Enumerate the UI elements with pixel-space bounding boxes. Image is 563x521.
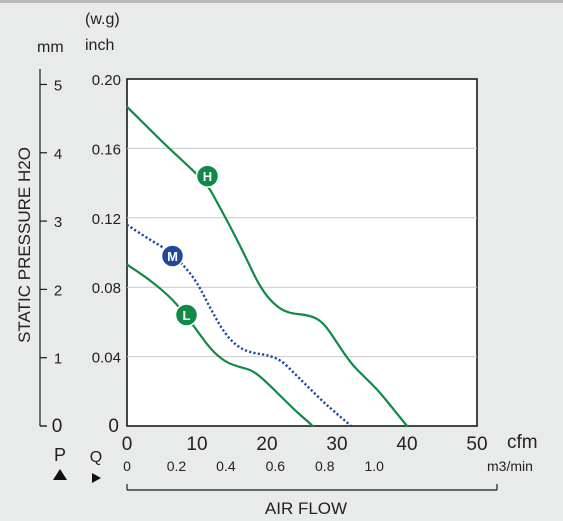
y-tick-label-mm: 0 <box>52 416 63 437</box>
grid-lines <box>127 147 477 358</box>
x-tick-label-cfm: 0 <box>122 434 133 455</box>
x-ticks-cfm: 0 10 20 30 40 50 <box>122 434 488 455</box>
y-tick-label-inch: 0 <box>108 416 119 437</box>
marker-h-badge <box>195 164 220 188</box>
x-unit-cfm: cfm <box>507 432 538 453</box>
y-tick-label-inch: 0.08 <box>92 280 121 297</box>
y-tick-label-mm: 3 <box>54 214 62 231</box>
y-unit-mm: mm <box>37 39 64 56</box>
y-unit-inch: inch <box>85 37 114 54</box>
x-ticks-m3min: 0 0.2 0.4 0.6 0.8 1.0 <box>123 458 384 474</box>
x-tick-label-m3min: 0.2 <box>167 458 187 474</box>
y-tick-label-mm: 4 <box>54 146 62 163</box>
x-tick-label-m3min: 0 <box>123 458 131 474</box>
pressure-arrow-icon <box>53 469 67 480</box>
curve-markers: H M L <box>160 164 220 327</box>
marker-h-label: H <box>203 169 212 184</box>
x-axis-label: AIR FLOW <box>265 499 347 518</box>
y-tick-label-inch: 0.16 <box>92 141 121 158</box>
marker-m-badge <box>160 244 185 268</box>
flow-arrow-icon <box>92 473 101 483</box>
x-tick-label-cfm: 10 <box>186 434 207 455</box>
x-tick-label-cfm: 20 <box>256 434 277 455</box>
y-ticks-inch: 0 0.04 0.08 0.12 0.16 0.20 <box>92 72 121 437</box>
y-ticks-mm: 0 1 2 3 4 5 <box>40 77 62 437</box>
x-tick-label-cfm: 40 <box>396 434 417 455</box>
curve-h <box>125 105 409 428</box>
x-tick-label-cfm: 30 <box>326 434 347 455</box>
y-tick-label-inch: 0.12 <box>92 211 121 228</box>
marker-m-label: M <box>167 249 178 264</box>
y-tick-label-mm: 1 <box>54 351 62 368</box>
marker-l-badge <box>174 303 199 327</box>
curve-l <box>125 263 314 428</box>
flow-symbol: Q <box>90 449 102 466</box>
plot-area <box>126 78 478 427</box>
x-tick-label-m3min: 1.0 <box>364 458 384 474</box>
y-tick-label-inch: 0.04 <box>92 350 121 367</box>
x-tick-label-cfm: 50 <box>466 434 487 455</box>
x-tick-label-m3min: 0.8 <box>315 458 335 474</box>
x-tick-label-m3min: 0.6 <box>266 458 286 474</box>
x-unit-m3min: m3/min <box>487 458 533 474</box>
y-unit-top: (w.g) <box>85 11 120 28</box>
y-axis-label: STATIC PRESSURE H2O <box>15 147 34 343</box>
x-tick-label-m3min: 0.4 <box>216 458 236 474</box>
y-tick-label-mm: 2 <box>54 282 62 299</box>
y-tick-label-inch: 0.20 <box>92 72 121 89</box>
y-tick-label-mm: 5 <box>54 77 62 94</box>
marker-l-label: L <box>183 308 191 323</box>
pressure-symbol: P <box>54 445 66 465</box>
